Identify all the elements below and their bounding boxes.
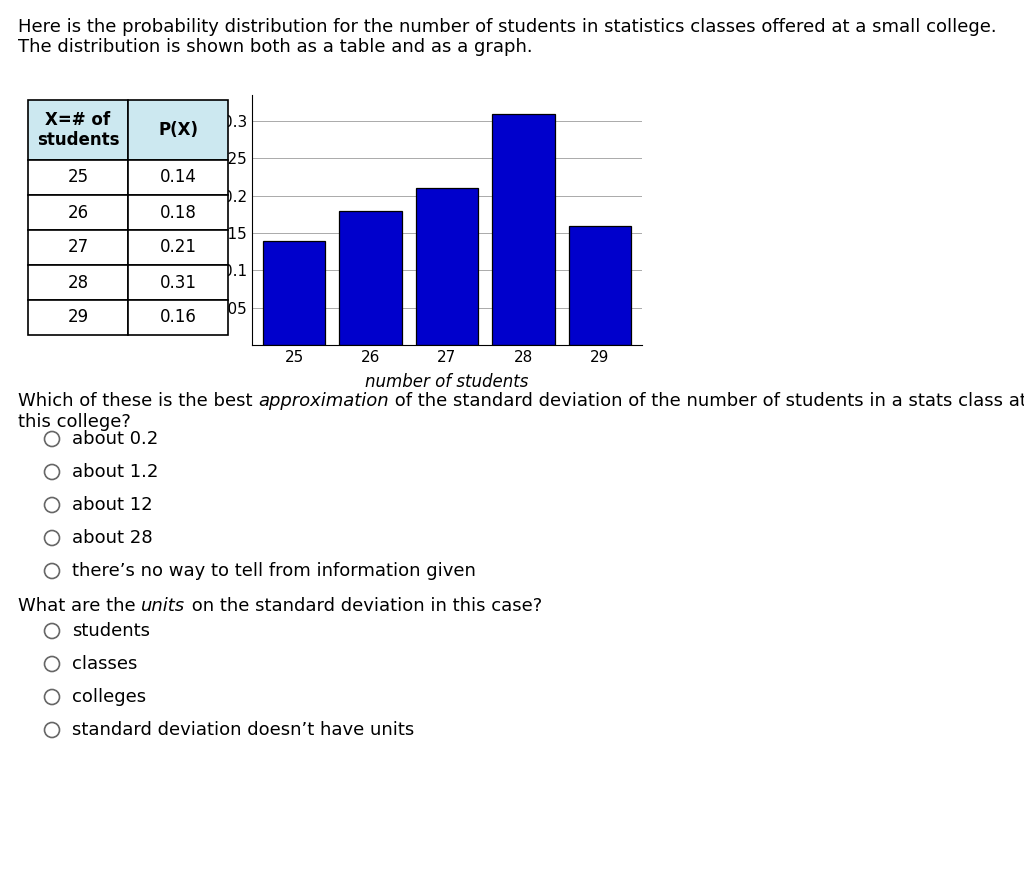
Text: What are the: What are the	[18, 597, 141, 615]
Text: standard deviation doesn’t have units: standard deviation doesn’t have units	[72, 721, 415, 739]
Circle shape	[44, 531, 59, 546]
Bar	[339, 211, 401, 345]
Text: classes: classes	[72, 655, 137, 673]
Circle shape	[44, 498, 59, 512]
Circle shape	[44, 657, 59, 672]
Text: colleges: colleges	[72, 688, 146, 706]
Text: The distribution is shown both as a table and as a graph.: The distribution is shown both as a tabl…	[18, 38, 532, 56]
Text: about 0.2: about 0.2	[72, 430, 159, 448]
Bar	[568, 226, 631, 345]
Text: this college?: this college?	[18, 413, 131, 431]
Text: about 28: about 28	[72, 529, 153, 547]
Circle shape	[44, 563, 59, 579]
X-axis label: number of students: number of students	[366, 373, 528, 392]
Text: there’s no way to tell from information given: there’s no way to tell from information …	[72, 562, 476, 580]
Text: approximation: approximation	[258, 392, 389, 410]
Text: Which of these is the best: Which of these is the best	[18, 392, 258, 410]
Text: students: students	[72, 622, 150, 640]
Circle shape	[44, 431, 59, 447]
Bar	[493, 113, 555, 345]
Text: of the standard deviation of the number of students in a stats class at: of the standard deviation of the number …	[389, 392, 1024, 410]
Text: about 1.2: about 1.2	[72, 463, 159, 481]
Text: Here is the probability distribution for the number of students in statistics cl: Here is the probability distribution for…	[18, 18, 996, 36]
Circle shape	[44, 689, 59, 704]
Circle shape	[44, 464, 59, 479]
Bar	[263, 240, 326, 345]
Circle shape	[44, 624, 59, 639]
Bar	[416, 189, 478, 345]
Text: on the standard deviation in this case?: on the standard deviation in this case?	[185, 597, 542, 615]
Circle shape	[44, 722, 59, 737]
Text: units: units	[141, 597, 185, 615]
Text: about 12: about 12	[72, 496, 153, 514]
